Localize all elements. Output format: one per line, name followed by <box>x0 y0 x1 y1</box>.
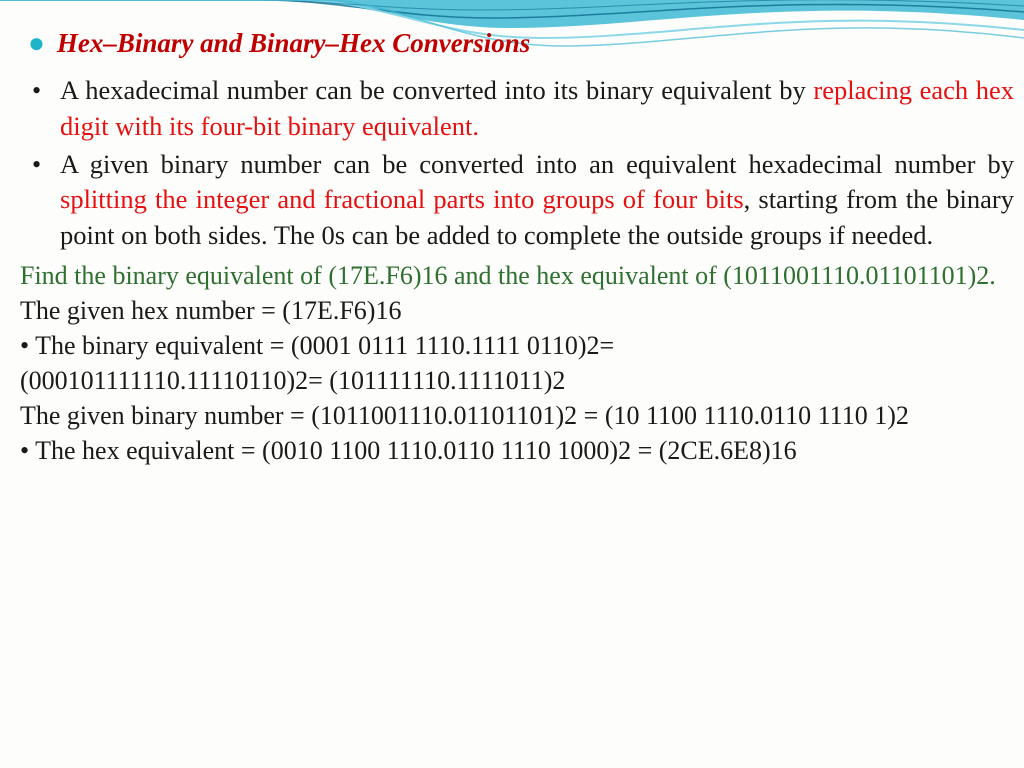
p2-text-highlight: splitting the integer and fractional par… <box>60 184 744 214</box>
title-bullet-icon: ● <box>28 30 45 58</box>
work-line-3: (000101111110.11110110)2= (101111110.111… <box>18 363 1014 398</box>
work-line-2: • The binary equivalent = (0001 0111 111… <box>18 328 1014 363</box>
work-line-1: The given hex number = (17E.F6)16 <box>18 293 1014 328</box>
example-question: Find the binary equivalent of (17E.F6)16… <box>18 258 1014 293</box>
p2-text-a: A given binary number can be converted i… <box>60 149 1014 179</box>
title-row: ● Hex–Binary and Binary–Hex Conversions <box>18 28 1014 59</box>
work-line-5: • The hex equivalent = (0010 1100 1110.0… <box>18 433 1014 468</box>
work-line-4: The given binary number = (1011001110.01… <box>18 398 1014 433</box>
bullet-dot-icon: • <box>32 73 41 108</box>
slide-title: Hex–Binary and Binary–Hex Conversions <box>57 28 530 59</box>
paragraph-2: • A given binary number can be converted… <box>18 147 1014 254</box>
p1-text-a: A hexadecimal number can be converted in… <box>60 75 813 105</box>
bullet-dot-icon: • <box>32 147 41 182</box>
slide-content: ● Hex–Binary and Binary–Hex Conversions … <box>0 0 1024 468</box>
paragraph-1: • A hexadecimal number can be converted … <box>18 73 1014 145</box>
